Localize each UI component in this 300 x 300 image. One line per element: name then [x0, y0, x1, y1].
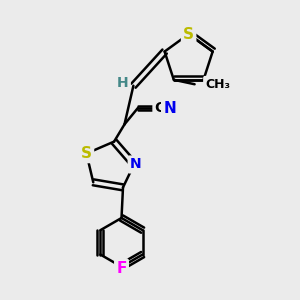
Text: H: H — [117, 76, 129, 90]
Text: N: N — [163, 100, 176, 116]
Text: F: F — [116, 261, 127, 276]
Text: C: C — [154, 101, 165, 115]
Text: N: N — [130, 158, 141, 172]
Text: CH₃: CH₃ — [205, 78, 230, 91]
Text: S: S — [81, 146, 92, 161]
Text: S: S — [183, 27, 194, 42]
